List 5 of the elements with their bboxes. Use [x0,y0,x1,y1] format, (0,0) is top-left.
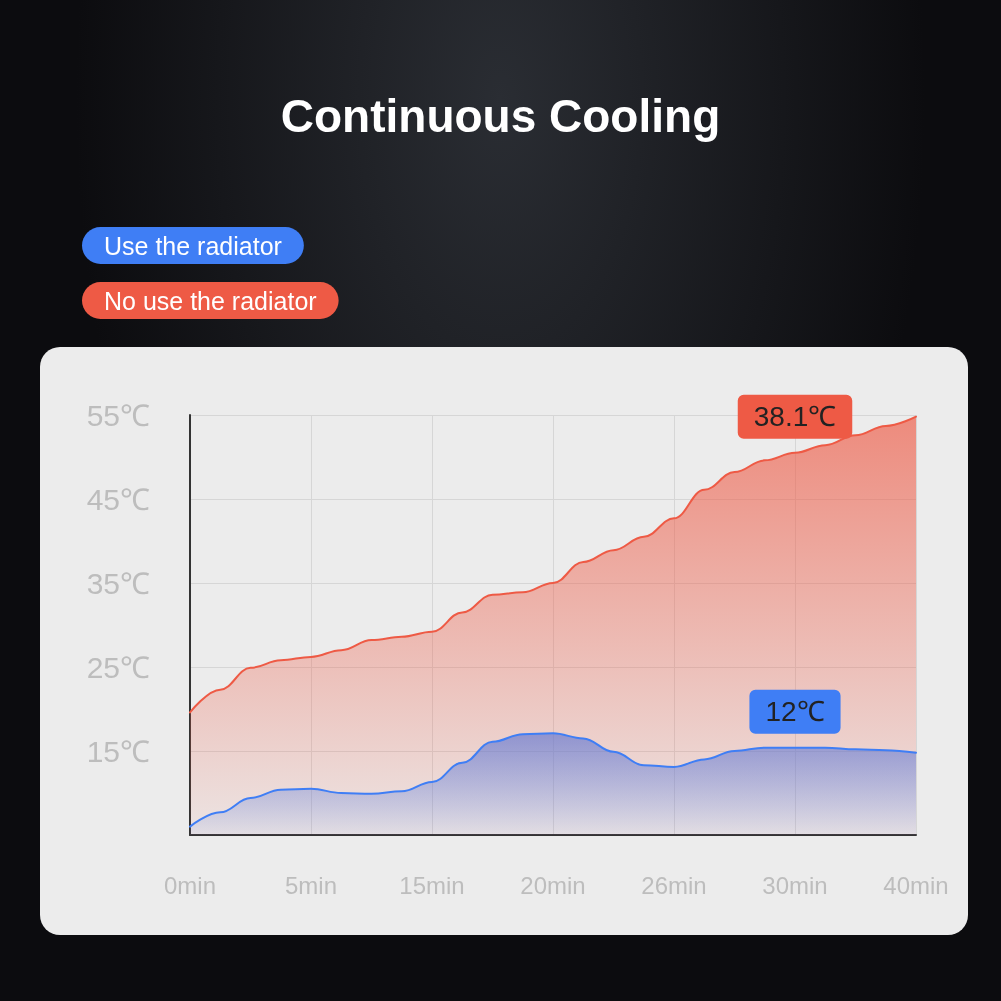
text: Use the radiator [104,231,282,260]
text: No use the radiator [104,286,317,315]
annotation: 38.1℃ [753,401,837,433]
chart-title: Continuous Cooling [280,90,721,142]
annotation: 12℃ [765,696,825,728]
